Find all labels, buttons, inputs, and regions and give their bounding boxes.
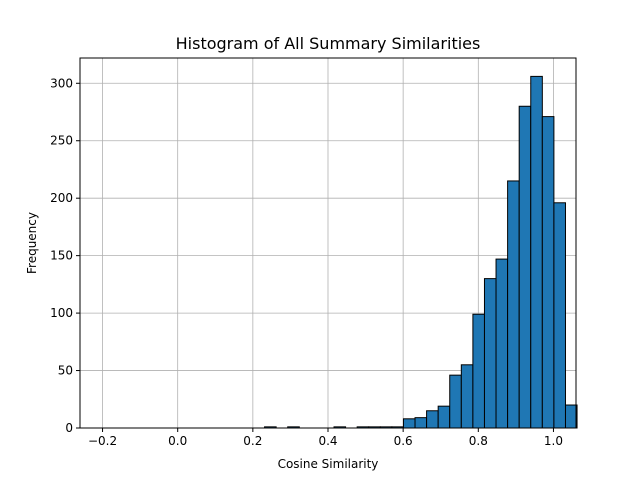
histogram-bar [460, 364, 474, 429]
histogram-bar [495, 258, 509, 429]
histogram-bar [507, 180, 520, 429]
y-axis-ticks: 0 50 100 150 200 250 300 [50, 76, 80, 435]
histogram-bar [541, 116, 555, 429]
histogram-bar [402, 418, 416, 429]
x-tick-label: 0.0 [168, 434, 187, 448]
histogram-bar [426, 410, 439, 429]
y-tick-label: 200 [50, 191, 73, 205]
y-tick-label: 50 [58, 364, 73, 378]
x-tick-label: −0.2 [88, 434, 117, 448]
histogram-bar [437, 405, 451, 429]
histogram-bar [518, 105, 532, 429]
histogram-bar [564, 404, 578, 429]
x-axis-ticks: −0.2 0.0 0.2 0.4 0.6 0.8 1.0 [88, 428, 563, 448]
x-tick-label: 0.8 [469, 434, 488, 448]
histogram-bar [449, 374, 462, 429]
histogram-bar [530, 75, 543, 429]
x-tick-label: 0.2 [243, 434, 262, 448]
y-axis-label: Frequency [25, 212, 39, 274]
x-tick-label: 0.4 [318, 434, 337, 448]
chart-title: Histogram of All Summary Similarities [176, 34, 481, 53]
x-tick-label: 0.6 [394, 434, 413, 448]
y-tick-label: 0 [65, 421, 73, 435]
y-tick-label: 300 [50, 76, 73, 90]
y-tick-label: 100 [50, 306, 73, 320]
y-tick-label: 150 [50, 249, 73, 263]
histogram-bar [553, 202, 566, 429]
x-tick-label: 1.0 [544, 434, 563, 448]
y-tick-label: 250 [50, 134, 73, 148]
x-axis-label: Cosine Similarity [278, 457, 379, 471]
histogram-bar [414, 417, 428, 429]
histogram-bar [472, 313, 485, 429]
histogram-bar [483, 278, 497, 429]
